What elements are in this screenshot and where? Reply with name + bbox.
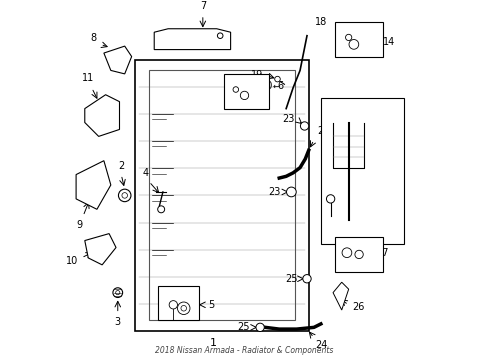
Text: 18: 18: [314, 17, 326, 27]
Circle shape: [233, 87, 238, 92]
Polygon shape: [84, 95, 119, 136]
Circle shape: [217, 33, 223, 39]
Text: 16: 16: [374, 146, 386, 155]
Text: 14: 14: [383, 37, 395, 47]
Text: 24: 24: [315, 339, 327, 350]
Circle shape: [116, 291, 120, 295]
Circle shape: [345, 34, 351, 41]
Text: 3: 3: [115, 317, 121, 327]
Text: 2: 2: [118, 161, 124, 171]
Circle shape: [177, 302, 190, 315]
Circle shape: [274, 76, 280, 82]
Circle shape: [122, 193, 127, 198]
Text: 25: 25: [284, 274, 297, 284]
Circle shape: [326, 195, 334, 203]
Text: 10: 10: [65, 256, 78, 266]
Bar: [135, 60, 308, 331]
Text: 25: 25: [237, 322, 249, 332]
Circle shape: [342, 248, 351, 257]
Circle shape: [240, 91, 248, 100]
Text: 17: 17: [374, 156, 386, 165]
Text: 13: 13: [321, 227, 332, 236]
Polygon shape: [154, 29, 230, 50]
Text: 26: 26: [351, 302, 364, 311]
Text: 23: 23: [268, 187, 281, 197]
Circle shape: [348, 40, 358, 49]
Bar: [334, 237, 383, 272]
Circle shape: [118, 189, 131, 202]
Bar: [223, 74, 268, 109]
Circle shape: [113, 288, 122, 297]
Text: 21: 21: [358, 30, 371, 40]
Text: 9: 9: [76, 220, 82, 230]
Text: 22: 22: [317, 126, 329, 136]
Bar: [149, 70, 294, 320]
Text: 17: 17: [319, 104, 331, 113]
Text: 27: 27: [376, 248, 388, 258]
Circle shape: [286, 187, 296, 197]
Text: 11: 11: [82, 73, 94, 82]
Circle shape: [181, 306, 186, 311]
Circle shape: [302, 275, 310, 283]
Circle shape: [169, 301, 177, 309]
Bar: [320, 98, 404, 244]
Text: 2018 Nissan Armada - Radiator & Components: 2018 Nissan Armada - Radiator & Componen…: [155, 346, 333, 355]
Circle shape: [157, 206, 164, 213]
Bar: [334, 22, 383, 57]
Circle shape: [354, 250, 363, 258]
Text: ←: ←: [272, 82, 279, 91]
Text: 23: 23: [282, 114, 294, 124]
Polygon shape: [84, 234, 116, 265]
Polygon shape: [332, 282, 348, 310]
Polygon shape: [76, 161, 111, 209]
Text: 12: 12: [356, 251, 368, 261]
Text: 4: 4: [142, 168, 148, 178]
Text: 7: 7: [199, 1, 205, 12]
Bar: [157, 286, 199, 320]
Text: 5: 5: [207, 300, 214, 310]
Text: 8: 8: [91, 33, 97, 43]
Text: 15: 15: [376, 180, 387, 189]
Text: 19: 19: [251, 69, 263, 80]
Circle shape: [300, 122, 308, 130]
Text: 20: 20: [260, 81, 272, 91]
Circle shape: [255, 323, 264, 332]
Text: 6: 6: [277, 81, 283, 91]
Polygon shape: [103, 46, 131, 74]
Text: 1: 1: [209, 338, 216, 348]
